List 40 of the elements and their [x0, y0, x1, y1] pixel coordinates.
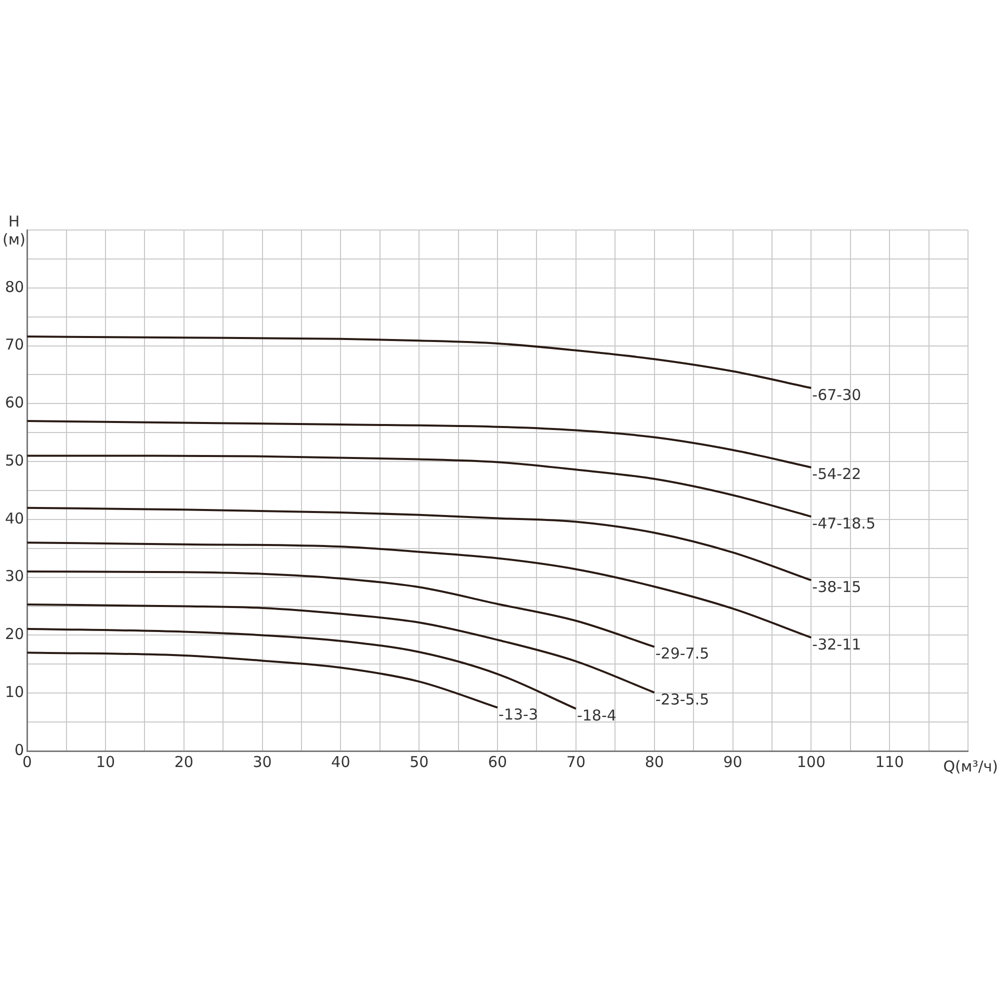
line-series — [27, 506, 812, 582]
y-tick-label: 60 — [4, 394, 24, 412]
line-series — [27, 652, 499, 709]
line-series — [27, 454, 812, 518]
line-series — [27, 542, 812, 639]
series-label: -54-22 — [812, 465, 862, 484]
y-tick-label: 40 — [4, 509, 24, 528]
x-axis-title: Q(м³/ч) — [943, 757, 998, 776]
y-axis-title: H (м) — [2, 212, 26, 248]
x-tick-label: 70 — [566, 752, 586, 771]
y-tick-label: 50 — [4, 451, 24, 470]
x-tick-label: 80 — [644, 752, 664, 771]
line-series — [27, 336, 812, 390]
x-tick-label: 100 — [796, 752, 826, 771]
y-tick-label: 20 — [4, 625, 24, 644]
y-tick-label: 70 — [4, 336, 24, 354]
x-tick-label: 40 — [331, 752, 350, 771]
x-tick-label: 10 — [96, 752, 116, 771]
x-tick-label: 30 — [252, 752, 272, 771]
series-label: -23-5.5 — [655, 690, 710, 708]
series-label: -38-15 — [812, 578, 862, 596]
y-tick-label: 10 — [4, 683, 24, 701]
series-label: -47-18.5 — [812, 514, 876, 532]
x-tick-label: 60 — [488, 752, 508, 771]
line-series — [27, 570, 656, 648]
y-tick-label: 80 — [4, 278, 24, 296]
x-tick-label: 20 — [174, 752, 194, 771]
series-label: -18-4 — [576, 706, 616, 725]
line-series — [27, 604, 656, 694]
series-label: -67-30 — [812, 386, 862, 404]
series-label: -13-3 — [498, 705, 538, 724]
x-tick-label: 50 — [410, 752, 429, 771]
y-tick-label: 0 — [14, 740, 24, 759]
series-label: -29-7.5 — [655, 644, 710, 663]
line-series — [27, 420, 812, 468]
series-label: -32-11 — [812, 635, 862, 654]
x-tick-label: 110 — [875, 752, 904, 771]
y-tick-label: 30 — [4, 567, 24, 586]
line-series — [27, 628, 577, 710]
x-tick-label: 90 — [723, 752, 742, 771]
